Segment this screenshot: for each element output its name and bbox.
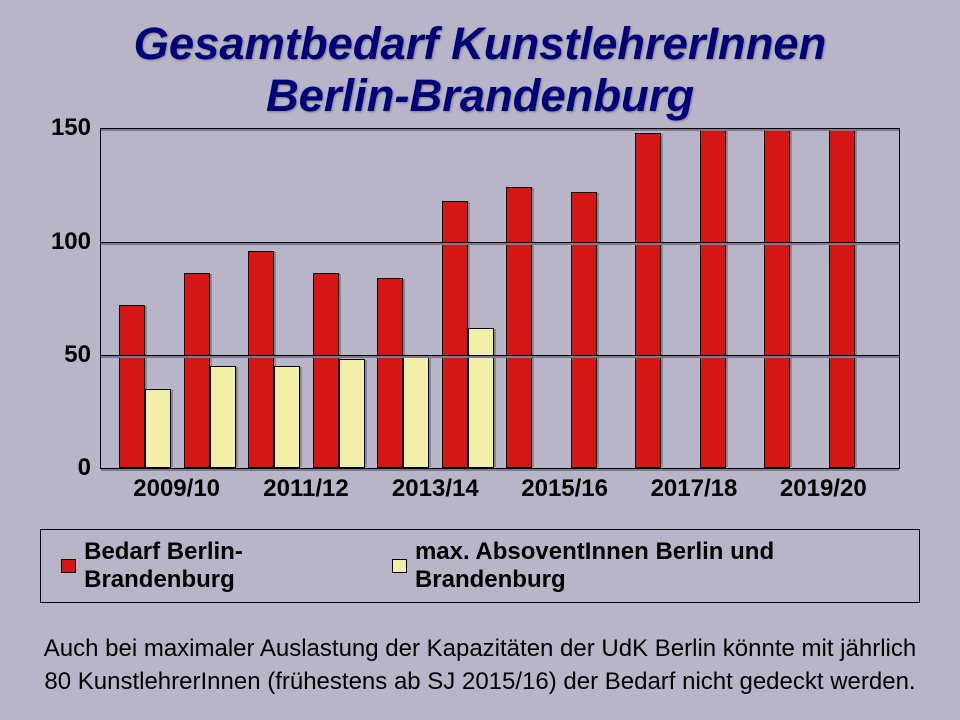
gridline — [101, 355, 899, 356]
x-tick-label: 2017/18 — [634, 475, 754, 503]
bar-max-absolventen — [145, 389, 171, 468]
gridline — [101, 128, 899, 129]
legend-label: Bedarf Berlin-Brandenburg — [84, 538, 374, 594]
year-group — [764, 128, 816, 468]
legend-label: max. AbsoventInnen Berlin und Brandenbur… — [415, 538, 899, 594]
year-group — [571, 192, 623, 469]
legend-item: Bedarf Berlin-Brandenburg — [61, 538, 374, 594]
x-tick-label: 2019/20 — [763, 475, 883, 503]
gridline — [101, 242, 899, 243]
gridline — [101, 468, 899, 469]
year-group — [700, 128, 752, 468]
chart-area: 050100150 2009/102011/122013/142015/1620… — [40, 128, 920, 603]
x-axis: 2009/10 2011/12 2013/14 2015/16 2017/18 2019/… — [100, 469, 900, 503]
legend-swatch — [61, 559, 76, 573]
year-group — [377, 278, 429, 468]
bar-max-absolventen — [274, 366, 300, 468]
y-tick-label: 50 — [64, 341, 91, 369]
bar-bedarf — [506, 187, 532, 468]
legend-swatch — [392, 559, 407, 573]
bar-bedarf — [571, 192, 597, 469]
x-tick-label: 2015/16 — [505, 475, 625, 503]
year-group — [635, 133, 687, 468]
year-group — [119, 305, 171, 468]
year-group — [829, 128, 881, 468]
year-group — [313, 273, 365, 468]
bar-max-absolventen — [339, 359, 365, 468]
bar-bedarf — [377, 278, 403, 468]
y-tick-label: 0 — [78, 454, 91, 482]
bar-bedarf — [313, 273, 339, 468]
caption-line2: 80 KunstlehrerInnen (frühestens ab SJ 20… — [30, 666, 930, 698]
bar-bedarf — [119, 305, 145, 468]
legend-item: max. AbsoventInnen Berlin und Brandenbur… — [392, 538, 899, 594]
plot-box: 050100150 — [100, 128, 900, 469]
bar-bedarf — [700, 128, 726, 468]
year-group — [184, 273, 236, 468]
bar-bedarf — [764, 128, 790, 468]
bars-container — [101, 128, 899, 468]
chart-title: Gesamtbedarf KunstlehrerInnen Berlin-Bra… — [30, 18, 930, 122]
bar-max-absolventen — [403, 355, 429, 468]
y-tick-label: 150 — [51, 114, 91, 142]
bar-bedarf — [829, 128, 855, 468]
x-tick-label: 2013/14 — [375, 475, 495, 503]
year-group — [506, 187, 558, 468]
plot: 050100150 — [101, 128, 899, 468]
title-line1: Gesamtbedarf KunstlehrerInnen — [30, 18, 930, 70]
x-tick-label: 2009/10 — [117, 475, 237, 503]
year-group — [248, 251, 300, 469]
title-line2: Berlin-Brandenburg — [30, 70, 930, 122]
bar-bedarf — [635, 133, 661, 468]
bar-bedarf — [248, 251, 274, 469]
caption-line1: Auch bei maximaler Auslastung der Kapazi… — [30, 633, 930, 665]
legend: Bedarf Berlin-Brandenburg max. AbsoventIn… — [40, 529, 920, 603]
x-tick-label: 2011/12 — [246, 475, 366, 503]
bar-bedarf — [184, 273, 210, 468]
bar-max-absolventen — [468, 328, 494, 469]
y-tick-label: 100 — [51, 228, 91, 256]
caption: Auch bei maximaler Auslastung der Kapazi… — [30, 633, 930, 698]
bar-max-absolventen — [210, 366, 236, 468]
